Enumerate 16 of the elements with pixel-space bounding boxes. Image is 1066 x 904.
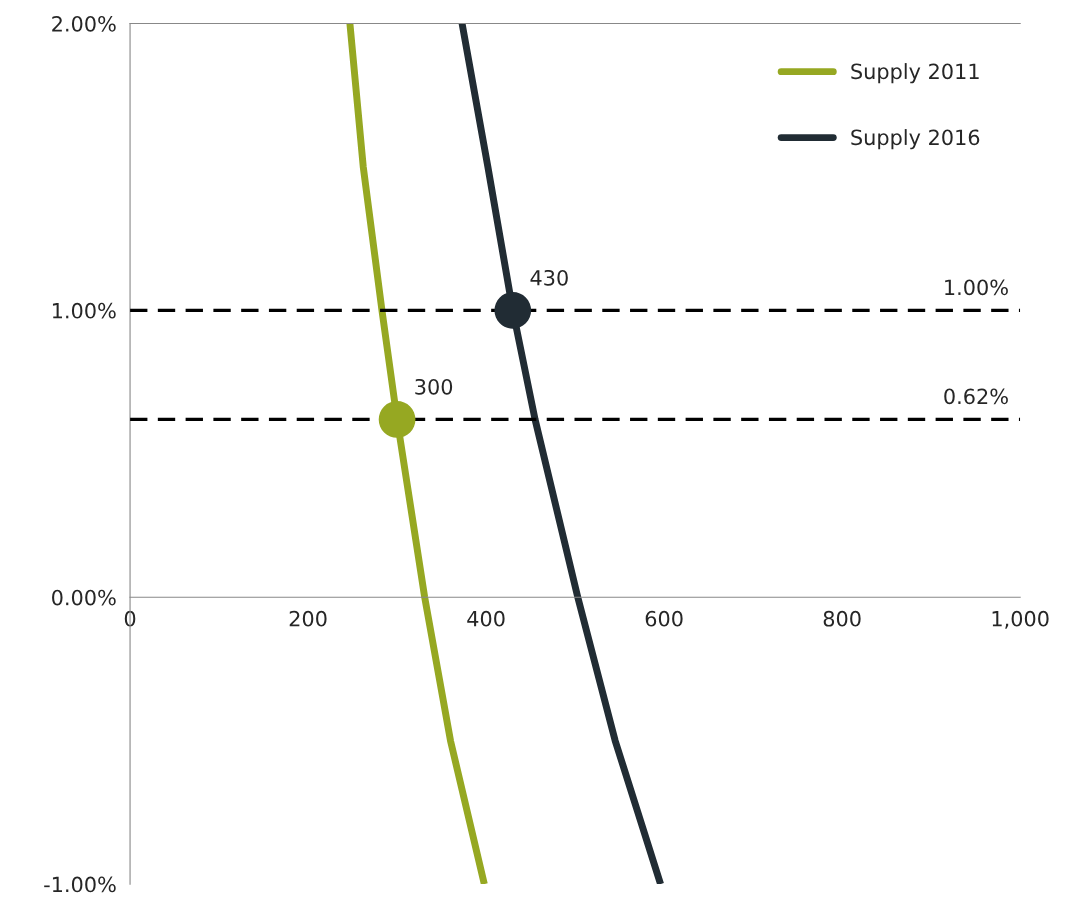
y-tick-label: 2.00%	[52, 15, 116, 32]
ref-line-label: 1.00%	[945, 279, 1008, 296]
x-tick-label: 200	[289, 610, 327, 627]
y-tick-label: 0.00%	[52, 589, 116, 606]
annotation: 300	[415, 378, 453, 395]
x-tick-label: 0	[124, 610, 136, 627]
x-tick-label: 1,000	[992, 610, 1049, 629]
annotation: 430	[530, 269, 568, 286]
y-tick-label: -1.00%	[44, 876, 116, 893]
x-tick-label: 800	[823, 610, 861, 627]
x-tick-label: 400	[467, 610, 505, 627]
ref-line-label: 0.62%	[944, 388, 1008, 405]
x-tick-label: 600	[645, 610, 683, 627]
legend-label: Supply 2011	[851, 63, 979, 84]
legend-label: Supply 2016	[851, 129, 980, 150]
y-tick-label: 1.00%	[52, 302, 116, 319]
